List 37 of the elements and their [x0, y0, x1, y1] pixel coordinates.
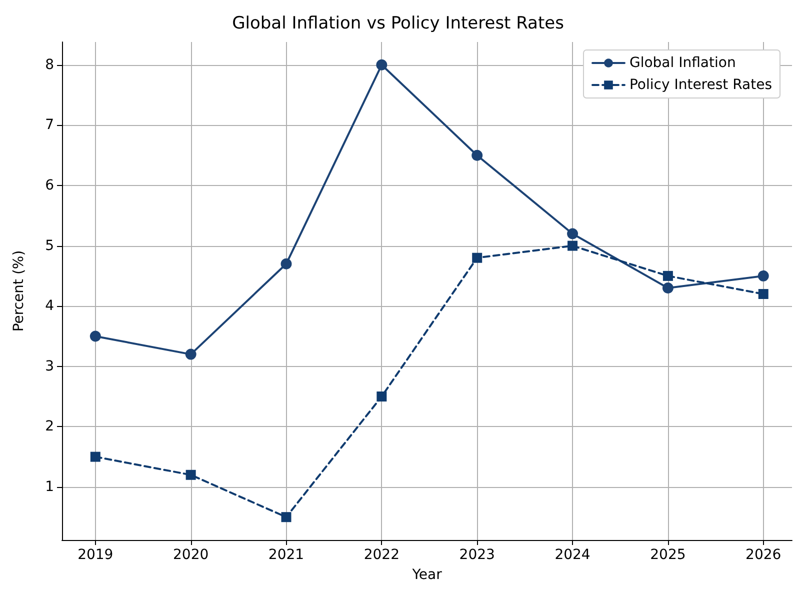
point	[567, 228, 578, 240]
x-tick-label: 2026	[746, 547, 782, 563]
point	[186, 470, 196, 480]
legend-label: Policy Interest Rates	[629, 77, 772, 93]
point	[281, 512, 292, 522]
chart-title: Global Inflation vs Policy Interest Rates	[232, 14, 564, 34]
x-tick-label: 2021	[268, 547, 304, 563]
point	[758, 270, 769, 282]
y-tick-label: 4	[45, 298, 54, 314]
point	[376, 392, 387, 402]
legend-label: Global Inflation	[629, 55, 736, 71]
y-tick-label: 5	[45, 238, 54, 254]
y-tick-label: 1	[45, 478, 54, 495]
point	[280, 258, 292, 270]
x-tick-label: 2024	[554, 547, 590, 563]
point	[376, 59, 388, 70]
y-tick-label: 2	[45, 418, 54, 435]
y-axis-title: Percent (%)	[11, 250, 27, 332]
point	[662, 270, 673, 281]
point	[472, 150, 483, 161]
y-tick-label: 7	[45, 117, 54, 134]
y-tick-label: 3	[45, 358, 54, 374]
point	[662, 282, 674, 294]
y-tick-label: 8	[45, 56, 54, 73]
point	[568, 240, 578, 251]
x-tick-label: 2019	[78, 547, 114, 563]
x-tick-label: 2025	[650, 547, 686, 563]
x-tick-label: 2022	[364, 547, 400, 563]
x-tick-label: 2023	[459, 547, 495, 563]
point	[758, 289, 768, 300]
x-tick-label: 2020	[173, 547, 209, 563]
point	[472, 252, 482, 263]
point	[90, 330, 101, 342]
point	[90, 452, 100, 462]
x-axis-title: Year	[411, 567, 442, 583]
point	[185, 348, 196, 360]
y-tick-label: 6	[45, 177, 54, 194]
